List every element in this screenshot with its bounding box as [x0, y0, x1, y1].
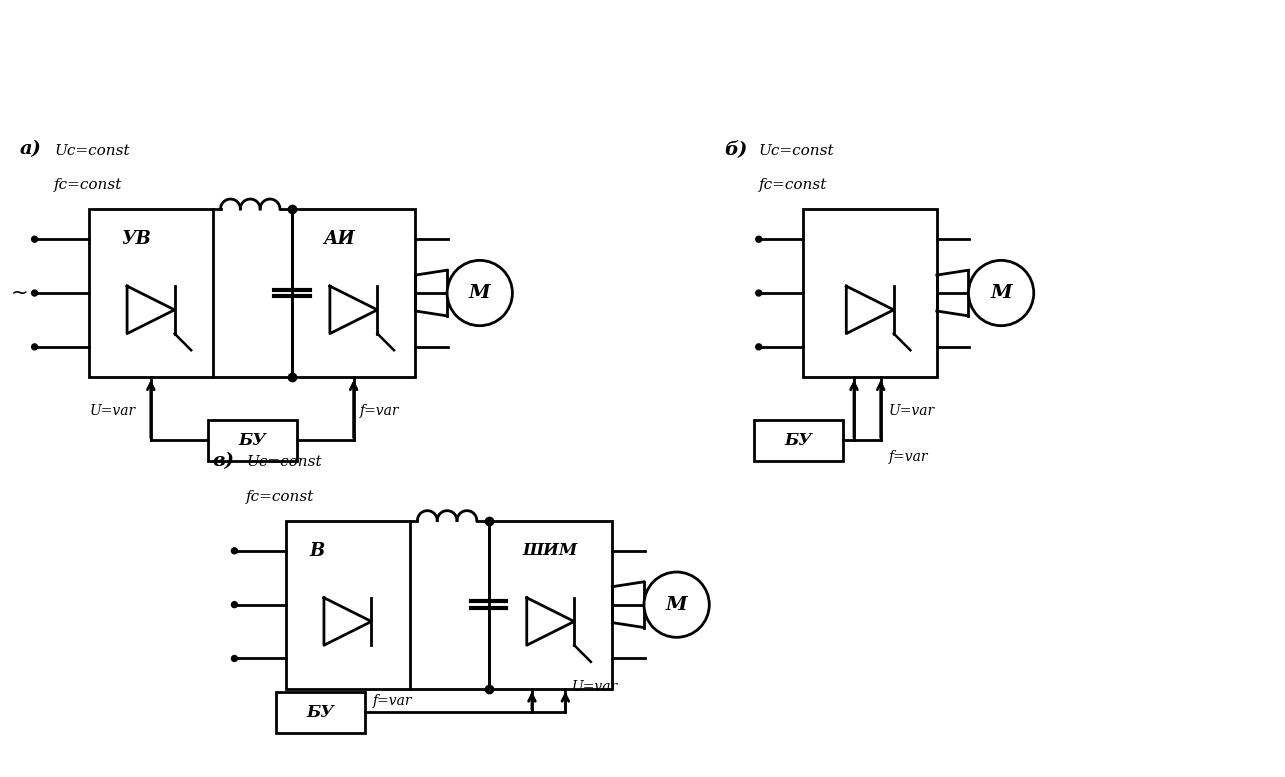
Text: f=var: f=var	[889, 450, 928, 464]
Text: M: M	[469, 284, 491, 302]
Circle shape	[231, 656, 238, 661]
Circle shape	[756, 290, 762, 296]
Circle shape	[969, 260, 1033, 326]
Circle shape	[644, 572, 709, 637]
Text: Uс=const: Uс=const	[54, 144, 130, 158]
Text: ~: ~	[12, 283, 28, 303]
Circle shape	[231, 601, 238, 608]
Bar	[89, 209, 212, 377]
Text: Uс=const: Uс=const	[247, 455, 323, 469]
Text: U=var: U=var	[889, 404, 934, 418]
Text: Uс=const: Uс=const	[758, 144, 834, 158]
Circle shape	[231, 548, 238, 554]
Circle shape	[32, 344, 37, 350]
Text: ШИМ: ШИМ	[523, 542, 578, 559]
Bar	[803, 209, 937, 377]
Circle shape	[32, 290, 37, 296]
Bar	[208, 420, 297, 462]
Bar	[488, 521, 613, 688]
Text: АИ: АИ	[323, 230, 355, 248]
Text: в): в)	[212, 452, 235, 470]
Text: f=var: f=var	[373, 694, 412, 708]
Text: БУ: БУ	[784, 432, 812, 449]
Text: fс=const: fс=const	[758, 178, 828, 192]
Circle shape	[447, 260, 513, 326]
Text: БУ: БУ	[238, 432, 266, 449]
Bar	[285, 521, 410, 688]
Text: УВ: УВ	[121, 230, 150, 248]
Text: а): а)	[19, 141, 41, 159]
Bar	[292, 209, 415, 377]
Text: БУ: БУ	[307, 704, 334, 721]
Text: f=var: f=var	[360, 404, 400, 418]
Circle shape	[756, 344, 762, 350]
Text: fс=const: fс=const	[54, 178, 123, 192]
Circle shape	[756, 236, 762, 242]
Circle shape	[32, 236, 37, 242]
Text: U=var: U=var	[90, 404, 136, 418]
Text: M: M	[666, 596, 687, 614]
Bar	[754, 420, 843, 462]
Text: M: M	[991, 284, 1011, 302]
Text: fс=const: fс=const	[247, 490, 315, 503]
Text: U=var: U=var	[572, 680, 617, 694]
Bar	[276, 692, 365, 733]
Text: б): б)	[725, 141, 748, 159]
Text: В: В	[310, 542, 324, 560]
